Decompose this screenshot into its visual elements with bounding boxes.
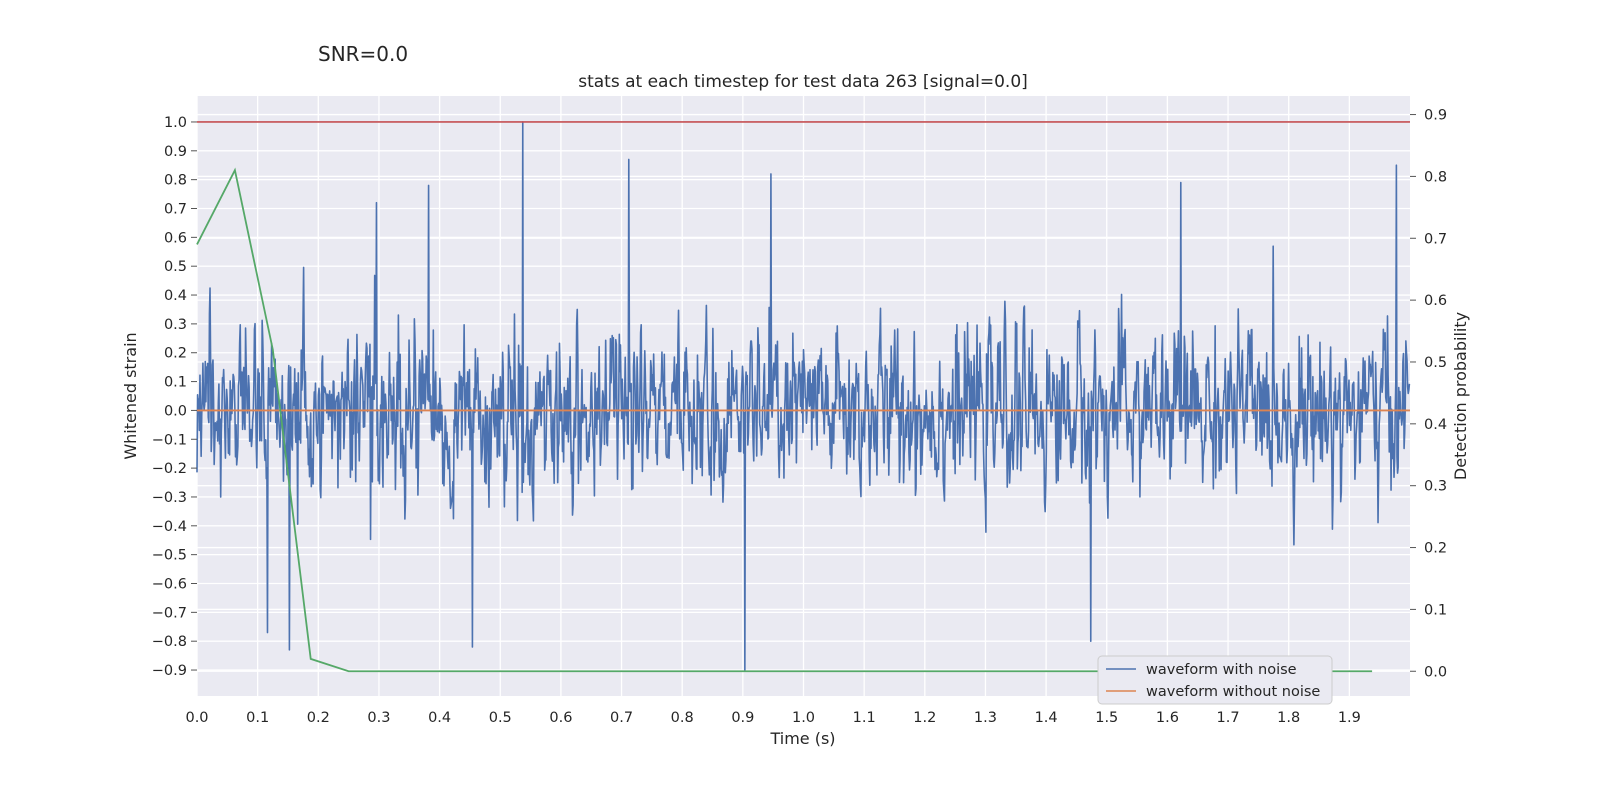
suptitle: SNR=0.0 xyxy=(318,42,408,66)
y-tick-label: 0.2 xyxy=(164,346,187,362)
x-tick-label: 0.6 xyxy=(549,710,572,726)
legend: waveform with noise waveform without noi… xyxy=(1097,655,1333,705)
y-right-tick-label: 0.9 xyxy=(1424,108,1447,124)
y-right-tick-label: 0.2 xyxy=(1424,541,1447,557)
x-tick-label: 1.0 xyxy=(792,710,815,726)
x-tick-label: 0.7 xyxy=(610,710,633,726)
y-tick-label: −0.3 xyxy=(152,490,187,506)
y-right-tick-label: 0.6 xyxy=(1424,293,1447,309)
x-tick-label: 1.9 xyxy=(1338,710,1361,726)
y-right-tick-label: 0.1 xyxy=(1424,602,1447,618)
y-tick-label: 0.3 xyxy=(164,317,187,333)
x-tick-label: 0.8 xyxy=(671,710,694,726)
x-tick-label: 1.2 xyxy=(913,710,936,726)
y-right-tick-label: 0.8 xyxy=(1424,169,1447,185)
x-tick-label: 0.4 xyxy=(428,710,451,726)
y-tick-label: 0.6 xyxy=(164,230,187,246)
y-right-tick-label: 0.3 xyxy=(1424,479,1447,495)
chart-title: stats at each timestep for test data 263… xyxy=(578,72,1028,92)
x-tick-label: 1.4 xyxy=(1035,710,1058,726)
y-tick-label: 0.4 xyxy=(164,288,187,304)
y-tick-label: −0.2 xyxy=(152,461,187,477)
y-tick-label: −0.7 xyxy=(152,605,187,621)
y-tick-label: −0.5 xyxy=(152,548,187,564)
y-right-tick-label: 0.5 xyxy=(1424,355,1447,371)
x-tick-label: 0.3 xyxy=(367,710,390,726)
x-tick-label: 0.5 xyxy=(489,710,512,726)
y-right-tick-label: 0.7 xyxy=(1424,231,1447,247)
x-axis-label: Time (s) xyxy=(769,729,835,748)
ticks: 0.0 0.1 0.2 0.3 0.4 0.5 0.6 0.7 0.8 0.9 1.0 1.1 1.2 1… xyxy=(152,108,1447,726)
y-tick-label: 0.7 xyxy=(164,202,187,218)
series-waveform-with-noise xyxy=(196,121,1411,671)
legend-label-clean: waveform without noise xyxy=(1146,684,1320,700)
legend-box xyxy=(1097,655,1333,705)
y-axis-label: Whitened strain xyxy=(121,332,140,459)
x-tick-label: 1.8 xyxy=(1277,710,1300,726)
legend-label-noise: waveform with noise xyxy=(1146,662,1297,678)
y-tick-label: 0.1 xyxy=(164,375,187,391)
x-tick-label: 1.6 xyxy=(1156,710,1179,726)
x-tick-label: 1.1 xyxy=(853,710,876,726)
y-tick-label: 0.9 xyxy=(164,144,187,160)
y-tick-label: −0.9 xyxy=(152,663,187,679)
y-tick-label: −0.4 xyxy=(152,519,187,535)
x-tick-label: 1.3 xyxy=(974,710,997,726)
y-tick-label: −0.1 xyxy=(152,432,187,448)
x-tick-label: 0.9 xyxy=(731,710,754,726)
x-tick-label: 0.0 xyxy=(185,710,208,726)
y-tick-label: −0.8 xyxy=(152,634,187,650)
y-tick-label: 0.8 xyxy=(164,173,187,189)
x-tick-label: 1.7 xyxy=(1217,710,1240,726)
y-tick-label: 1.0 xyxy=(164,115,187,131)
y-tick-label: 0.0 xyxy=(164,403,187,419)
x-tick-label: 0.2 xyxy=(307,710,330,726)
x-tick-label: 1.5 xyxy=(1095,710,1118,726)
y-right-axis-label: Detection probability xyxy=(1451,312,1470,480)
y-right-tick-label: 0.4 xyxy=(1424,417,1447,433)
y-tick-label: −0.6 xyxy=(152,577,187,593)
y-right-tick-label: 0.0 xyxy=(1424,664,1447,680)
x-tick-label: 0.1 xyxy=(246,710,269,726)
y-tick-label: 0.5 xyxy=(164,259,187,275)
